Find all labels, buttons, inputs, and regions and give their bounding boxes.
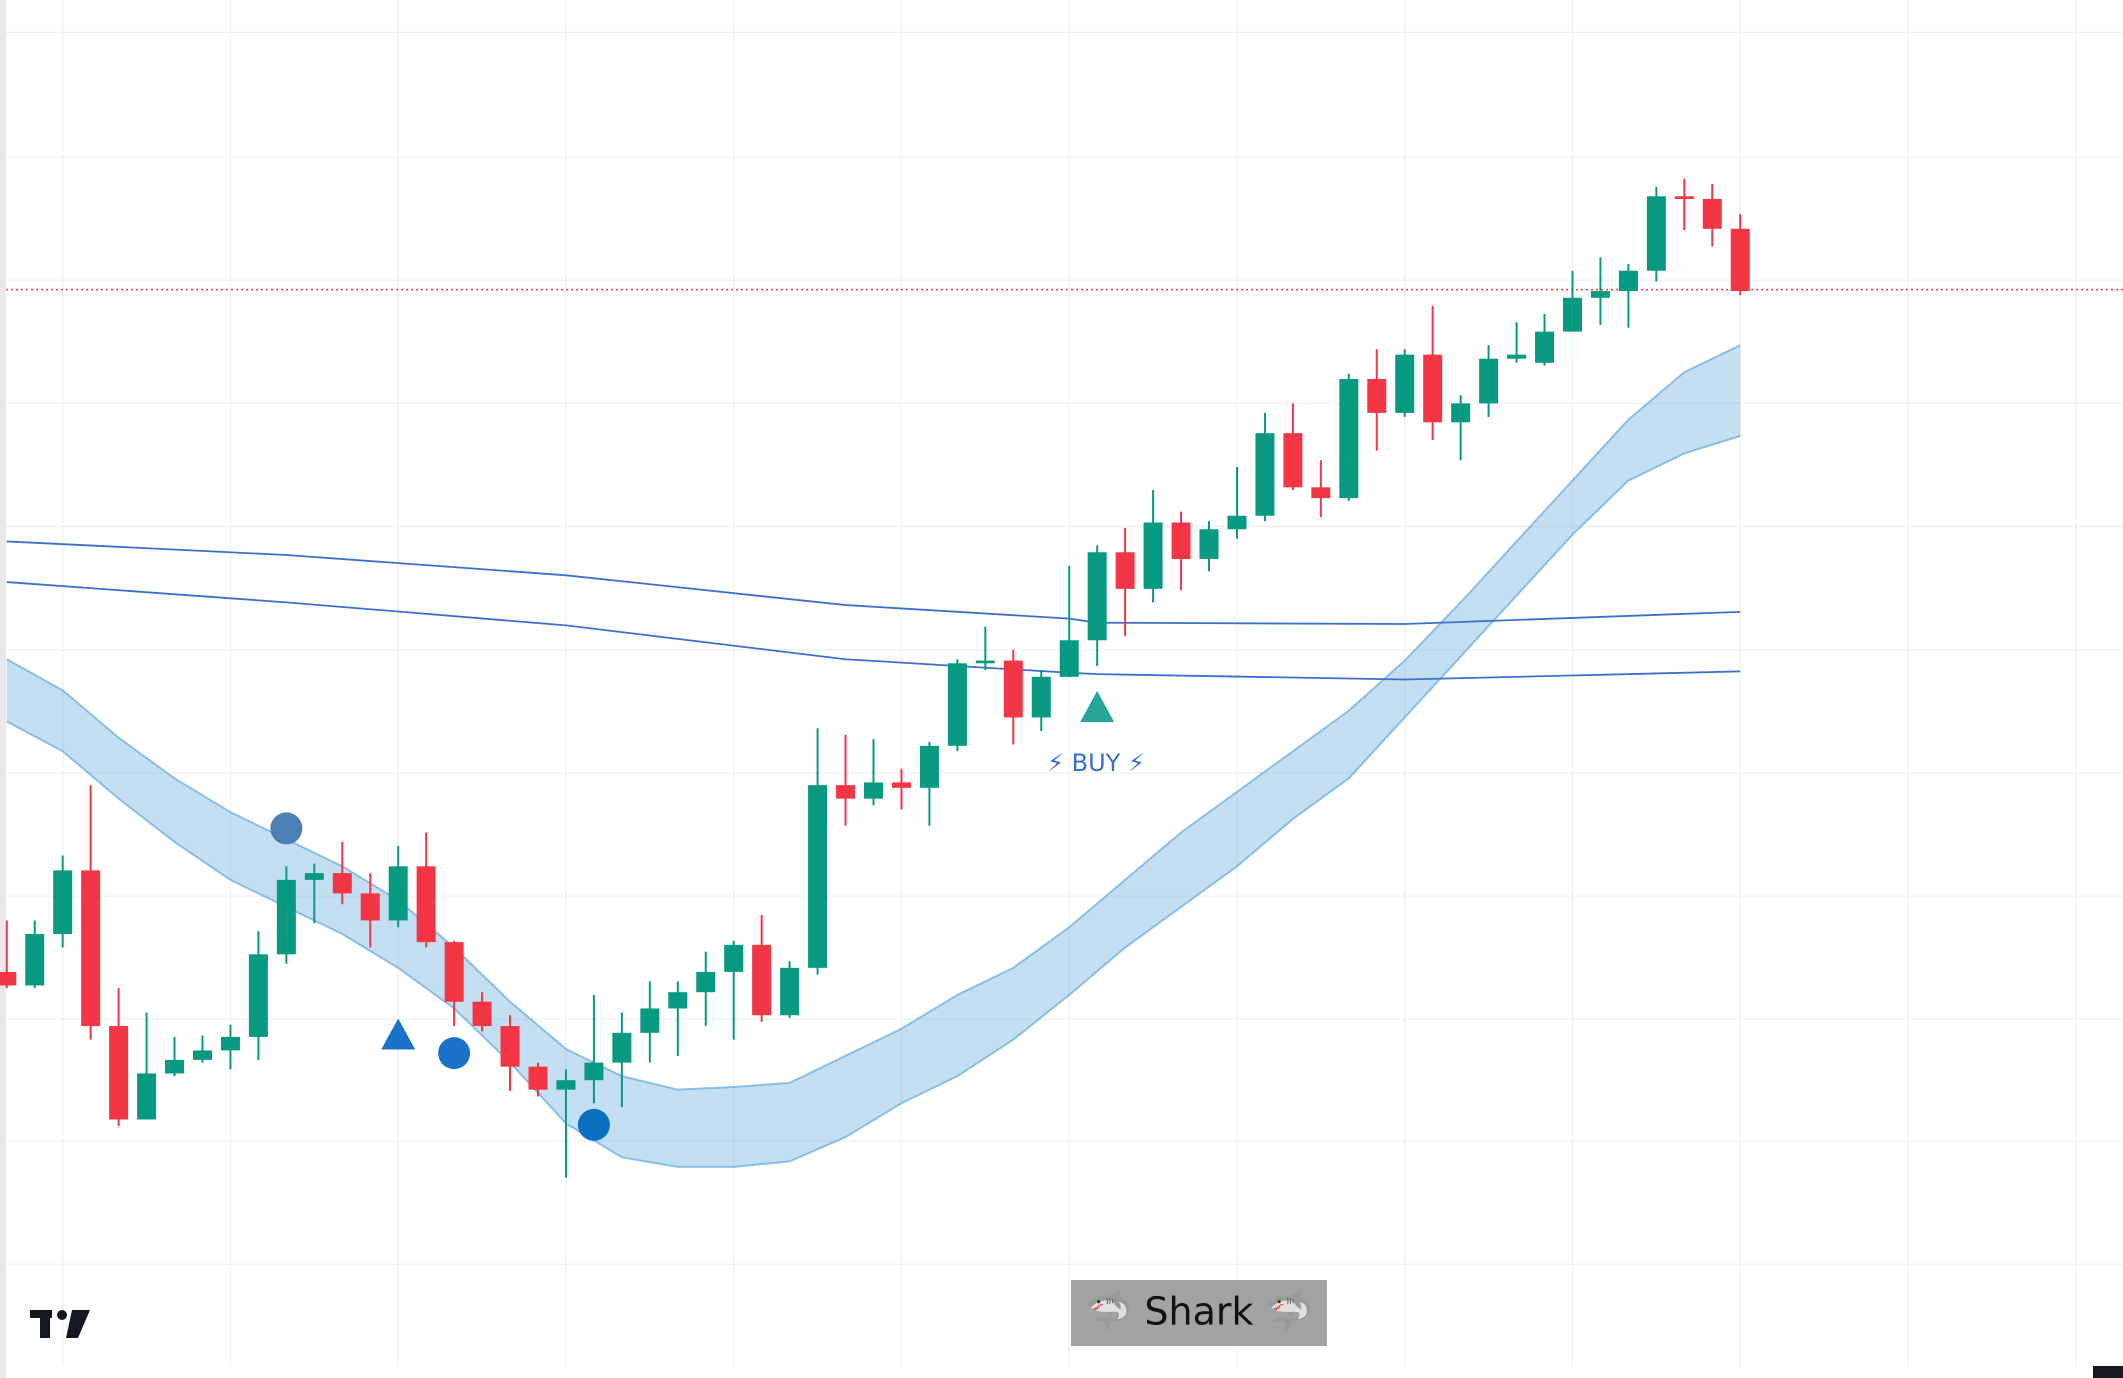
candle-body [1451,403,1471,423]
candle-body [1423,354,1443,423]
candle-body [248,954,268,1037]
markers [270,690,1115,1141]
candle-body [500,1026,520,1067]
candle-body [1535,331,1555,363]
candle-body [1087,552,1107,641]
candle-body [137,1073,157,1120]
candle-body [1590,291,1610,298]
candle-body [192,1050,212,1060]
candle-body [165,1059,185,1074]
candle-body [696,971,716,993]
candle-body [1395,354,1415,413]
candle-body [53,870,73,935]
candle-body [1311,487,1331,499]
candle-body [668,992,688,1009]
candle-body [1199,529,1219,560]
candle-body [1618,270,1638,292]
candle-body [864,782,884,799]
candle-body [612,1032,632,1063]
candle-body [304,873,324,880]
candle-body [1674,196,1694,199]
candle-body [1227,515,1247,530]
signal-triangle [1080,690,1115,722]
buy-label: ⚡ BUY ⚡ [1047,749,1145,777]
shark-box [1071,1280,1327,1346]
candles [0,178,1750,1178]
shark-label: 🦈 Shark 🦈 [1085,1290,1313,1334]
candle-body [1339,379,1359,499]
candle-body [388,866,408,921]
candle-body [109,1026,129,1120]
candle-body [975,660,995,664]
candle-body [584,1062,604,1081]
candle-body [947,663,967,746]
signal-circle [438,1037,471,1070]
candle-body [1283,433,1303,488]
candle-body [360,893,380,921]
candle-body [1003,660,1023,718]
candle-body [276,879,296,955]
candle-body [1646,196,1666,271]
candle-body [919,745,939,788]
candle-body [836,785,856,799]
signal-circle [270,812,303,845]
candle-body [1171,522,1191,560]
candle-body [1479,358,1499,404]
candle-body [81,870,101,1027]
indicator-line [6,540,1741,625]
candle-body [220,1036,240,1051]
left-border [0,0,6,1378]
candle-body [1059,640,1079,677]
candle-body [528,1066,548,1090]
overlay [6,288,2123,1168]
candle-body [640,1008,660,1033]
signal-circle [577,1108,610,1141]
candle-body [1255,433,1275,516]
candle-body [1702,198,1722,229]
candle-body [0,971,17,986]
candle-body [1730,228,1750,292]
candle-body [780,967,800,1016]
candle-body [1367,379,1387,413]
candle-body [891,782,911,788]
band-fill [6,345,1741,1167]
candle-body [752,944,772,1016]
candle-body [724,944,744,972]
candle-body [1143,522,1163,589]
candle-body [444,942,464,1002]
candle-body [1031,676,1051,718]
corner-box [2093,1366,2123,1378]
signal-triangle [381,1018,416,1050]
candle-body [1115,552,1135,589]
candle-body [332,873,352,894]
candle-body [1507,354,1527,359]
candle-body [25,934,45,986]
candle-body [416,866,436,943]
candle-body [472,1001,492,1027]
candle-body [808,785,828,968]
candle-body [1562,297,1582,332]
tradingview-logo [30,1310,90,1338]
grid [6,0,2123,1366]
band-edge [6,344,1741,1091]
candle-body [556,1080,576,1090]
